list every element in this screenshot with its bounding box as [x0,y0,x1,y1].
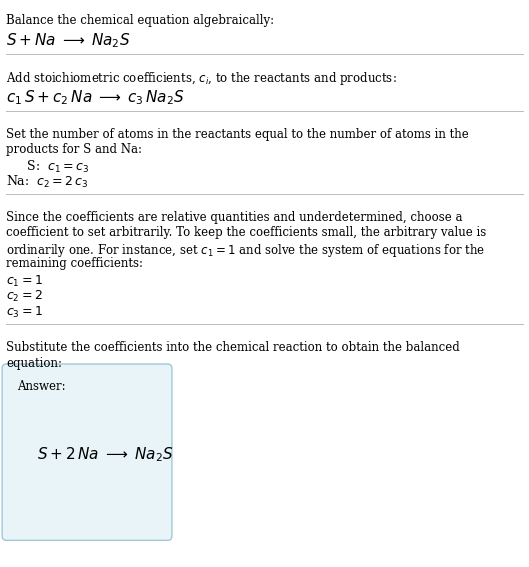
Text: Balance the chemical equation algebraically:: Balance the chemical equation algebraica… [6,14,275,27]
Text: $c_3 = 1$: $c_3 = 1$ [6,304,43,320]
Text: equation:: equation: [6,357,62,370]
Text: remaining coefficients:: remaining coefficients: [6,257,143,270]
Text: Add stoichiometric coefficients, $c_i$, to the reactants and products:: Add stoichiometric coefficients, $c_i$, … [6,70,397,87]
Text: Answer:: Answer: [17,380,66,393]
Text: S:  $c_1 = c_3$: S: $c_1 = c_3$ [19,159,89,175]
Text: Na:  $c_2 = 2\,c_3$: Na: $c_2 = 2\,c_3$ [6,174,89,190]
FancyBboxPatch shape [2,364,172,540]
Text: $c_2 = 2$: $c_2 = 2$ [6,289,43,304]
Text: products for S and Na:: products for S and Na: [6,143,142,156]
Text: coefficient to set arbitrarily. To keep the coefficients small, the arbitrary va: coefficient to set arbitrarily. To keep … [6,226,487,239]
Text: $c_1\, S + c_2\, Na \;\longrightarrow\; c_3\, Na_2S$: $c_1\, S + c_2\, Na \;\longrightarrow\; … [6,88,185,107]
Text: Substitute the coefficients into the chemical reaction to obtain the balanced: Substitute the coefficients into the che… [6,341,460,354]
Text: $S + Na \;\longrightarrow\; Na_2S$: $S + Na \;\longrightarrow\; Na_2S$ [6,31,131,50]
Text: $S + 2\, Na \;\longrightarrow\; Na_2S$: $S + 2\, Na \;\longrightarrow\; Na_2S$ [37,445,174,464]
Text: Since the coefficients are relative quantities and underdetermined, choose a: Since the coefficients are relative quan… [6,211,463,224]
Text: $c_1 = 1$: $c_1 = 1$ [6,274,43,289]
Text: Set the number of atoms in the reactants equal to the number of atoms in the: Set the number of atoms in the reactants… [6,128,469,141]
Text: ordinarily one. For instance, set $c_1 = 1$ and solve the system of equations fo: ordinarily one. For instance, set $c_1 =… [6,242,486,259]
